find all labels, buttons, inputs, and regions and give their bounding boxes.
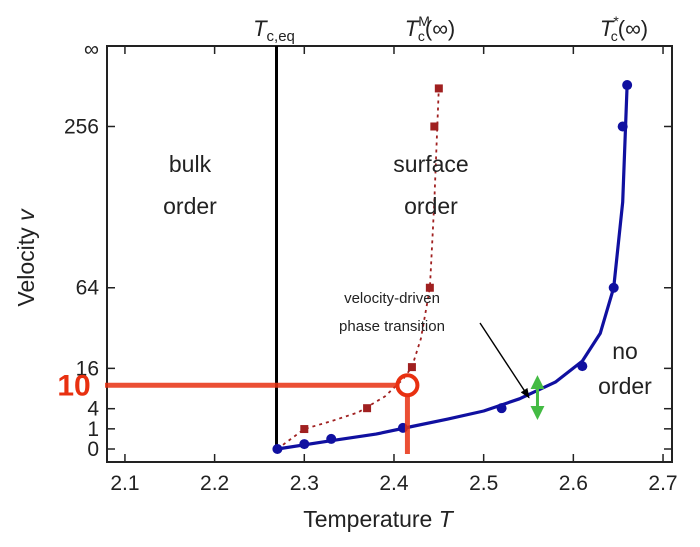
blue-data-point bbox=[326, 433, 337, 444]
axes bbox=[106, 45, 673, 463]
region-surface-order: surface order bbox=[393, 151, 468, 219]
x-tick-label: 2.4 bbox=[379, 472, 409, 495]
blue-data-point bbox=[577, 361, 588, 372]
label-tc-star: T* c(∞) bbox=[600, 13, 648, 44]
annotation-group bbox=[479, 322, 545, 420]
annotation-line2: phase transition bbox=[339, 318, 445, 335]
region-no-order: no order bbox=[598, 338, 652, 399]
region-no-line2: order bbox=[598, 373, 652, 399]
label-tc-eq: Tc,eq bbox=[253, 16, 295, 45]
y-tick-label: 256 bbox=[64, 115, 99, 138]
y-tick-label: 0 bbox=[87, 438, 99, 461]
overlay-marker-ring bbox=[395, 373, 420, 398]
blue-data-point bbox=[622, 80, 633, 91]
blue-fit-curve bbox=[277, 82, 629, 451]
region-no-line1: no bbox=[612, 338, 638, 364]
region-surface-line2: order bbox=[404, 193, 458, 219]
crosshair-overlay: 10 bbox=[57, 369, 420, 454]
y-tick-label: 1 bbox=[87, 418, 99, 441]
red-data-point bbox=[407, 363, 416, 372]
blue-data-point bbox=[496, 403, 507, 414]
data-points bbox=[272, 80, 633, 454]
region-bulk-order: bulk order bbox=[163, 151, 217, 219]
overlay-value-label: 10 bbox=[57, 369, 90, 402]
x-tick-label: 2.7 bbox=[648, 472, 677, 495]
red-data-point bbox=[425, 283, 434, 292]
y-tick-label-infinity: ∞ bbox=[84, 38, 99, 61]
region-surface-line1: surface bbox=[393, 151, 468, 177]
fit-curves bbox=[276, 82, 629, 451]
region-bulk-line1: bulk bbox=[169, 151, 212, 177]
x-tick-label: 2.5 bbox=[469, 472, 498, 495]
red-data-point bbox=[430, 122, 439, 131]
y-tick-label: 4 bbox=[87, 398, 99, 421]
y-tick-label: 16 bbox=[76, 357, 99, 380]
red-data-point bbox=[434, 84, 443, 93]
blue-data-point bbox=[272, 444, 283, 454]
red-data-point bbox=[363, 404, 372, 413]
region-bulk-line2: order bbox=[163, 193, 217, 219]
annotation-arrow bbox=[479, 322, 530, 399]
blue-data-point bbox=[617, 121, 628, 132]
blue-data-point bbox=[608, 282, 619, 293]
red-fit-curve bbox=[276, 88, 440, 450]
x-tick-label: 2.1 bbox=[110, 472, 139, 495]
x-axis-title: Temperature T bbox=[303, 506, 455, 532]
annotation-line1: velocity-driven bbox=[344, 290, 440, 307]
tick-marks: 2.1 2.2 2.3 2.4 2.5 2.6 2.7 014 16 64 256 ∞ bbox=[64, 38, 678, 495]
y-axis-title: Velocity v bbox=[13, 208, 39, 307]
plot-frame bbox=[106, 45, 673, 463]
y-tick-label: 64 bbox=[76, 277, 100, 300]
velocity-driven-annotation: velocity-driven phase transition bbox=[339, 290, 445, 335]
x-tick-label: 2.2 bbox=[200, 472, 229, 495]
x-tick-label: 2.3 bbox=[290, 472, 319, 495]
x-tick-label: 2.6 bbox=[559, 472, 588, 495]
blue-data-point bbox=[299, 439, 310, 450]
label-tc-m: TM c(∞) bbox=[405, 13, 455, 44]
red-data-point bbox=[300, 425, 309, 434]
